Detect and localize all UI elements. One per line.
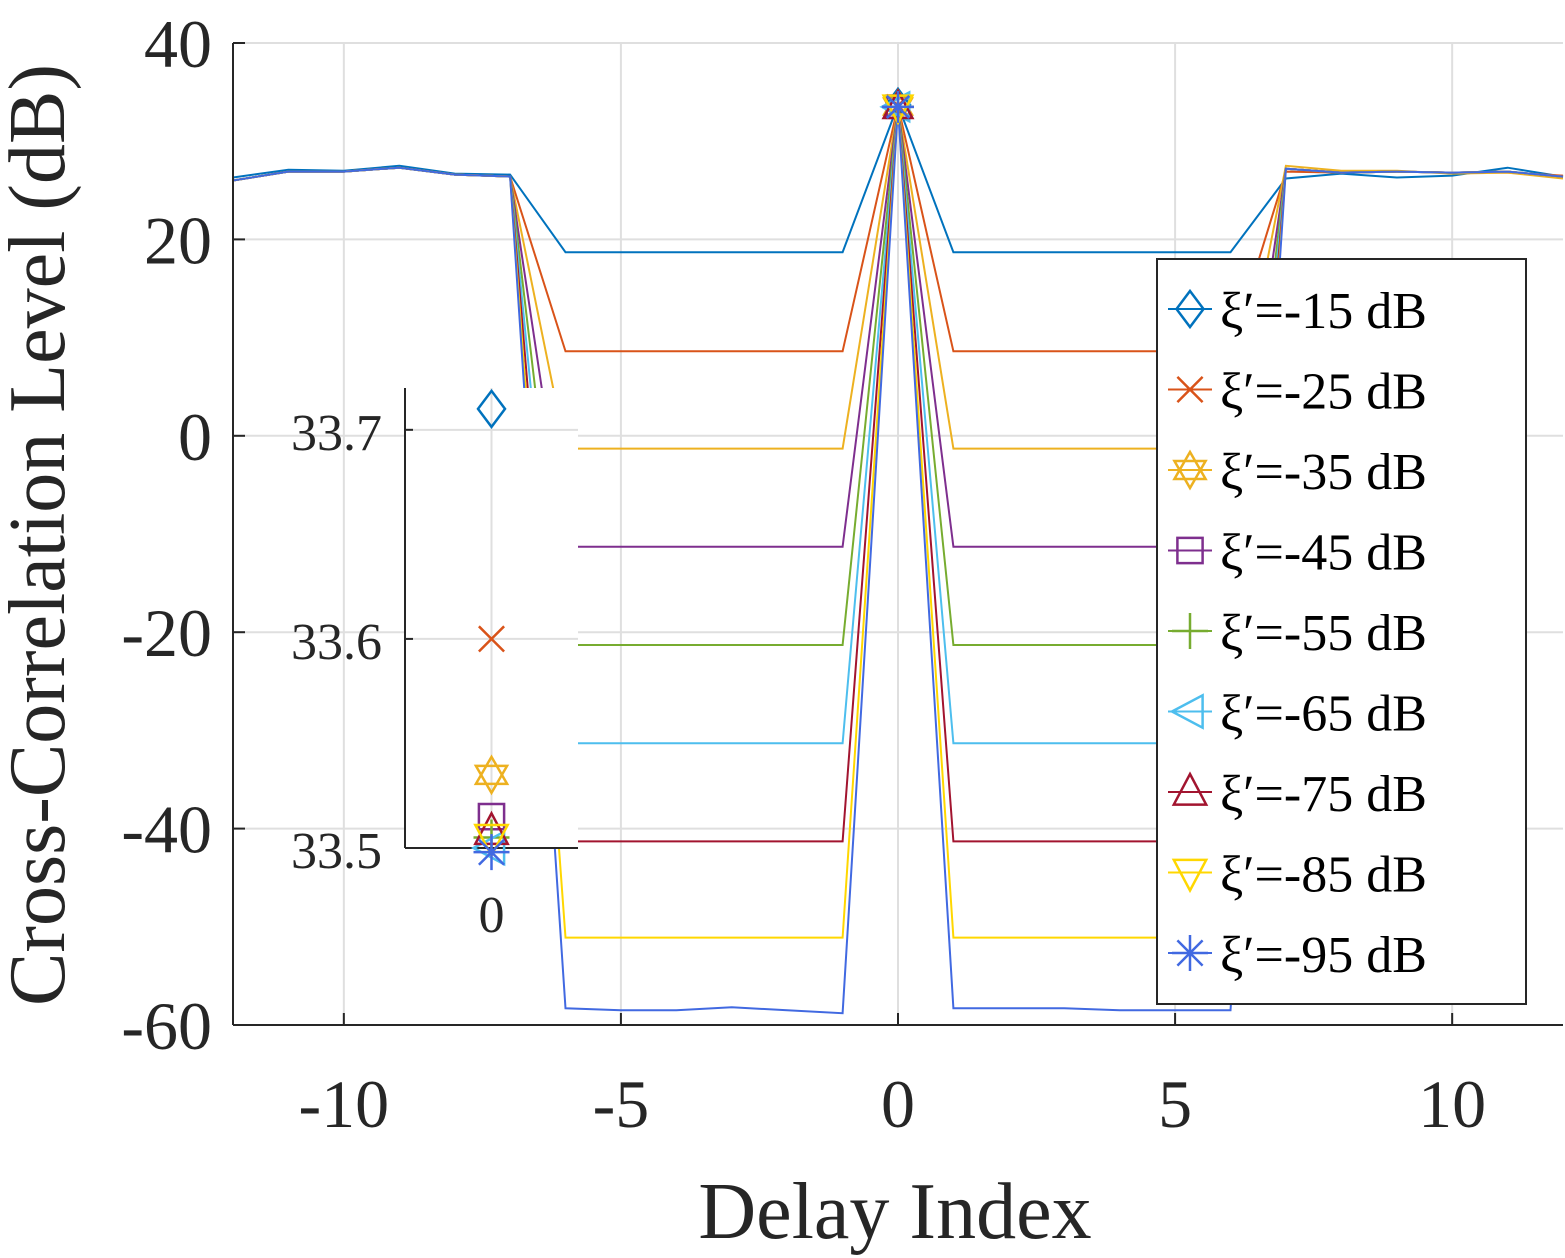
legend-label-7: ξ′=-75 dB	[1220, 766, 1427, 823]
y-tick-label: -60	[121, 988, 212, 1064]
inset-marker-1	[476, 388, 507, 429]
legend: ξ′=-15 dB ξ′=-25 dB ξ′=-35 dB ξ′=-45 dB ξ′=-…	[1156, 258, 1527, 1005]
y-tick-label: -20	[121, 595, 212, 671]
x-tick-label: -5	[593, 1066, 650, 1142]
series-marker-9	[882, 90, 914, 123]
legend-marker-5	[1172, 613, 1208, 649]
inset-marker-3	[473, 754, 510, 796]
x-axis-label: Delay Index	[698, 1168, 1091, 1256]
inset-marker-2	[478, 625, 505, 653]
legend-label-6: ξ′=-65 dB	[1220, 686, 1427, 743]
legend-box	[1156, 258, 1527, 1005]
inset-x-tick-label: 0	[479, 887, 505, 944]
y-tick-label: 0	[178, 399, 212, 475]
legend-label-4: ξ′=-45 dB	[1220, 525, 1427, 582]
inset-marker-9	[473, 834, 510, 871]
x-tick-label: 10	[1418, 1066, 1486, 1142]
legend-label-8: ξ′=-85 dB	[1220, 847, 1427, 904]
x-tick-label: 5	[1158, 1066, 1192, 1142]
inset-marker-8	[473, 823, 510, 859]
inset-y-tick-label: 33.5	[291, 823, 382, 880]
x-tick-label: 0	[881, 1066, 915, 1142]
y-tick-label: 40	[144, 6, 212, 82]
x-tick-label: -10	[299, 1066, 390, 1142]
inset-y-tick-label: 33.7	[291, 405, 382, 462]
legend-label-1: ξ′=-15 dB	[1220, 283, 1427, 340]
legend-label-2: ξ′=-25 dB	[1220, 364, 1427, 421]
legend-label-5: ξ′=-55 dB	[1220, 605, 1427, 662]
legend-marker-3	[1172, 449, 1208, 491]
legend-marker-7	[1171, 771, 1209, 806]
legend-marker-6	[1169, 693, 1204, 730]
series-markers	[879, 86, 915, 126]
axes: -10 -5 0 5 10 -60 -40 -20 0 20 40	[121, 6, 1563, 1142]
legend-marker-9	[1172, 935, 1208, 971]
legend-marker-2	[1176, 376, 1204, 403]
y-tick-label: -40	[121, 792, 212, 868]
legend-marker-4	[1176, 536, 1204, 565]
legend-label-3: ξ′=-35 dB	[1220, 444, 1427, 501]
inset-y-tick-label: 33.6	[291, 614, 382, 671]
y-tick-label: 20	[144, 202, 212, 278]
legend-label-9: ξ′=-95 dB	[1220, 927, 1427, 984]
y-axis-label: Cross-Correlation Level (dB)	[0, 64, 82, 1006]
inset-axes: 33.5 33.6 33.7 0	[291, 388, 578, 944]
legend-marker-8	[1171, 858, 1209, 894]
legend-marker-1	[1174, 288, 1206, 330]
